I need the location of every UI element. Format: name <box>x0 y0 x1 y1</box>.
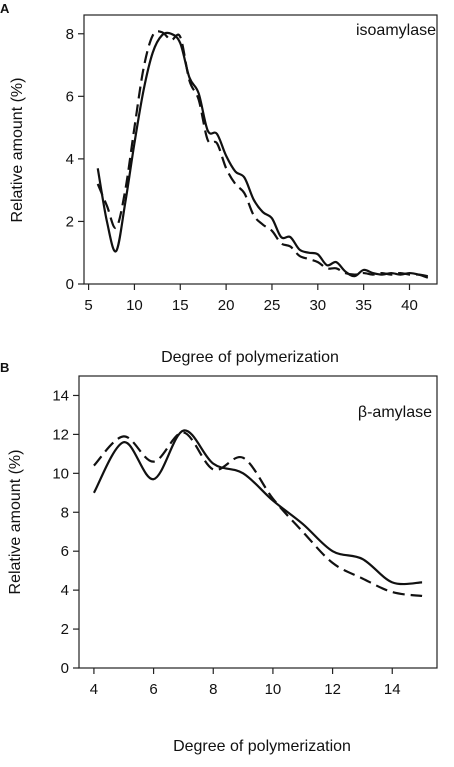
panel-a-series-solid-line <box>96 31 429 279</box>
panel-b-y-tick-label: 4 <box>61 582 69 599</box>
panel-b-y-tick-label: 2 <box>61 621 69 638</box>
panel-b-x-tick-label: 12 <box>324 681 341 698</box>
panel-b-series-dashed-line <box>93 431 423 598</box>
panel-b-plot-frame <box>78 375 438 669</box>
panel-a-x-tick-label: 40 <box>401 297 418 314</box>
panel-a-y-tick-label: 0 <box>66 276 74 293</box>
panel-a: A isoamylase Relative amount (%) Degree … <box>0 1 438 366</box>
panel-b-x-ticks: 4 6 8 10 12 14 <box>90 668 401 698</box>
panel-a-x-tick-label: 15 <box>172 297 189 314</box>
panel-a-series-label: isoamylase <box>356 22 436 39</box>
panel-a-x-tick-label: 30 <box>309 297 326 314</box>
panel-a-letter: A <box>0 1 10 16</box>
panel-a-series-dashed-line <box>96 30 429 278</box>
panel-b-y-axis-title: Relative amount (%) <box>7 450 24 595</box>
panel-b-series <box>92 429 423 598</box>
panel-a-y-tick-label: 4 <box>66 151 74 168</box>
panel-a-y-axis-title: Relative amount (%) <box>9 78 26 223</box>
panel-a-x-ticks: 5 10 15 20 25 30 35 40 <box>84 284 418 314</box>
panel-b-y-tick-label: 0 <box>61 660 69 677</box>
panel-a-y-tick-label: 2 <box>66 213 74 230</box>
panel-b-y-tick-label: 8 <box>61 504 69 521</box>
panel-a-x-tick-label: 25 <box>264 297 281 314</box>
panel-b-x-tick-label: 10 <box>265 681 282 698</box>
panel-a-x-tick-label: 10 <box>126 297 143 314</box>
panel-a-y-ticks: 0 2 4 6 8 <box>66 26 84 293</box>
panel-a-x-axis-title: Degree of polymerization <box>161 349 339 366</box>
panel-a-x-tick-label: 5 <box>84 297 92 314</box>
panel-b-y-tick-label: 12 <box>52 426 69 443</box>
panel-b-y-tick-label: 10 <box>52 465 69 482</box>
panel-b-series-label: β-amylase <box>358 404 432 421</box>
panel-b-x-tick-label: 6 <box>149 681 157 698</box>
panel-b-y-tick-label: 6 <box>61 543 69 560</box>
panel-b: B β-amylase Relative amount (%) Degree o… <box>0 360 438 755</box>
panel-b-y-ticks: 0 2 4 6 8 10 12 14 <box>52 387 79 677</box>
panel-a-series <box>96 30 429 279</box>
panel-b-series-solid-line <box>92 429 423 586</box>
panel-b-y-tick-label: 14 <box>52 387 69 404</box>
panel-b-x-axis-title: Degree of polymerization <box>173 738 351 755</box>
panel-a-x-tick-label: 20 <box>218 297 235 314</box>
panel-b-x-tick-label: 14 <box>384 681 401 698</box>
panel-b-letter: B <box>0 360 9 375</box>
panel-a-y-tick-label: 8 <box>66 26 74 43</box>
panel-b-x-tick-label: 4 <box>90 681 98 698</box>
panel-a-x-tick-label: 35 <box>355 297 372 314</box>
panel-a-plot-frame <box>83 14 438 285</box>
panel-b-x-tick-label: 8 <box>209 681 217 698</box>
panel-a-y-tick-label: 6 <box>66 88 74 105</box>
